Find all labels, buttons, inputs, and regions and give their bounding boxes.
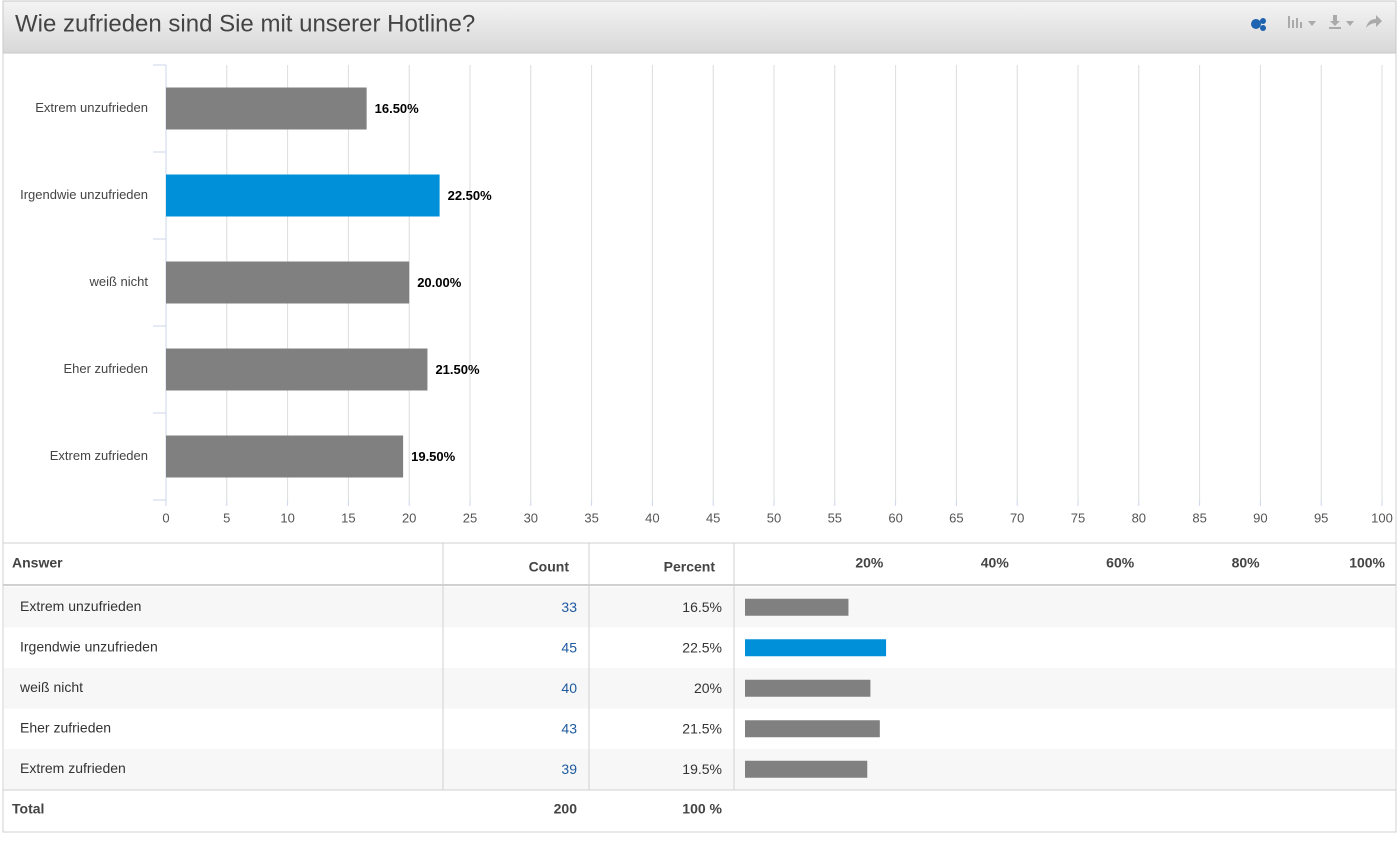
x-tick-label: 35 bbox=[584, 510, 598, 525]
row-background bbox=[4, 749, 1395, 790]
x-tick-label: 55 bbox=[828, 510, 842, 525]
category-label: Extrem zufrieden bbox=[50, 448, 148, 463]
x-tick-label: 0 bbox=[162, 510, 169, 525]
percent-bar bbox=[745, 760, 868, 778]
count-cell: 39 bbox=[561, 761, 577, 777]
share-icon[interactable] bbox=[1366, 15, 1382, 28]
x-tick-label: 85 bbox=[1192, 510, 1206, 525]
count-cell: 33 bbox=[561, 599, 577, 615]
percent-bar bbox=[745, 720, 880, 738]
x-tick-label: 100 bbox=[1371, 510, 1393, 525]
count-cell: 40 bbox=[561, 680, 577, 696]
x-tick-label: 10 bbox=[280, 510, 294, 525]
x-tick-label: 45 bbox=[706, 510, 720, 525]
category-label: Extrem unzufrieden bbox=[35, 100, 148, 115]
column-header: Answer bbox=[12, 555, 63, 571]
x-tick-label: 25 bbox=[463, 510, 477, 525]
x-tick-label: 80 bbox=[1132, 510, 1146, 525]
percent-bar bbox=[745, 679, 871, 697]
download-icon[interactable] bbox=[1329, 15, 1354, 29]
percent-bar bbox=[745, 598, 849, 616]
settings-icon[interactable] bbox=[1251, 18, 1266, 31]
category-label: Eher zufrieden bbox=[63, 361, 148, 376]
panel-title: Wie zufrieden sind Sie mit unserer Hotli… bbox=[15, 10, 475, 37]
percent-cell: 16.5% bbox=[682, 599, 722, 615]
scale-tick-label: 40% bbox=[981, 555, 1010, 571]
percent-cell: 22.5% bbox=[682, 639, 722, 655]
answer-cell: Irgendwie unzufrieden bbox=[20, 638, 158, 654]
percent-cell: 19.5% bbox=[682, 761, 722, 777]
x-tick-label: 5 bbox=[223, 510, 230, 525]
column-header: Percent bbox=[664, 559, 716, 575]
scale-tick-label: 60% bbox=[1106, 555, 1135, 571]
value-label: 16.50% bbox=[375, 101, 420, 116]
total-count: 200 bbox=[554, 801, 578, 817]
x-tick-label: 75 bbox=[1071, 510, 1085, 525]
column-header: Count bbox=[529, 559, 570, 575]
answer-cell: Extrem unzufrieden bbox=[20, 598, 141, 614]
row-background bbox=[4, 587, 1395, 628]
total-label: Total bbox=[12, 801, 44, 817]
total-percent: 100 % bbox=[682, 801, 722, 817]
percent-bar bbox=[745, 639, 887, 657]
scale-tick-label: 80% bbox=[1232, 555, 1261, 571]
answer-cell: Eher zufrieden bbox=[20, 719, 111, 735]
scale-tick-label: 100% bbox=[1349, 555, 1385, 571]
bar bbox=[166, 261, 410, 304]
answer-cell: weiß nicht bbox=[19, 679, 83, 695]
x-tick-label: 30 bbox=[524, 510, 538, 525]
x-tick-label: 65 bbox=[949, 510, 963, 525]
value-label: 22.50% bbox=[448, 188, 493, 203]
answer-cell: Extrem zufrieden bbox=[20, 760, 126, 776]
category-label: weiß nicht bbox=[88, 274, 148, 289]
x-tick-label: 20 bbox=[402, 510, 416, 525]
bar bbox=[166, 348, 428, 391]
count-cell: 45 bbox=[561, 639, 577, 655]
bar bbox=[166, 435, 404, 478]
percent-cell: 21.5% bbox=[682, 720, 722, 736]
x-tick-label: 95 bbox=[1314, 510, 1328, 525]
x-tick-label: 70 bbox=[1010, 510, 1024, 525]
title-bar bbox=[2, 0, 1397, 54]
value-label: 21.50% bbox=[435, 362, 480, 377]
x-tick-label: 15 bbox=[341, 510, 355, 525]
x-tick-label: 40 bbox=[645, 510, 659, 525]
row-background bbox=[4, 668, 1395, 709]
count-cell: 43 bbox=[561, 720, 577, 736]
scale-tick-label: 20% bbox=[855, 555, 884, 571]
chart-type-icon[interactable] bbox=[1288, 16, 1316, 28]
x-tick-label: 50 bbox=[767, 510, 781, 525]
x-tick-label: 90 bbox=[1253, 510, 1267, 525]
percent-cell: 20% bbox=[694, 680, 722, 696]
value-label: 19.50% bbox=[411, 449, 456, 464]
bar bbox=[166, 174, 440, 217]
category-label: Irgendwie unzufrieden bbox=[20, 187, 148, 202]
bar bbox=[166, 87, 367, 130]
value-label: 20.00% bbox=[417, 275, 462, 290]
x-tick-label: 60 bbox=[888, 510, 902, 525]
